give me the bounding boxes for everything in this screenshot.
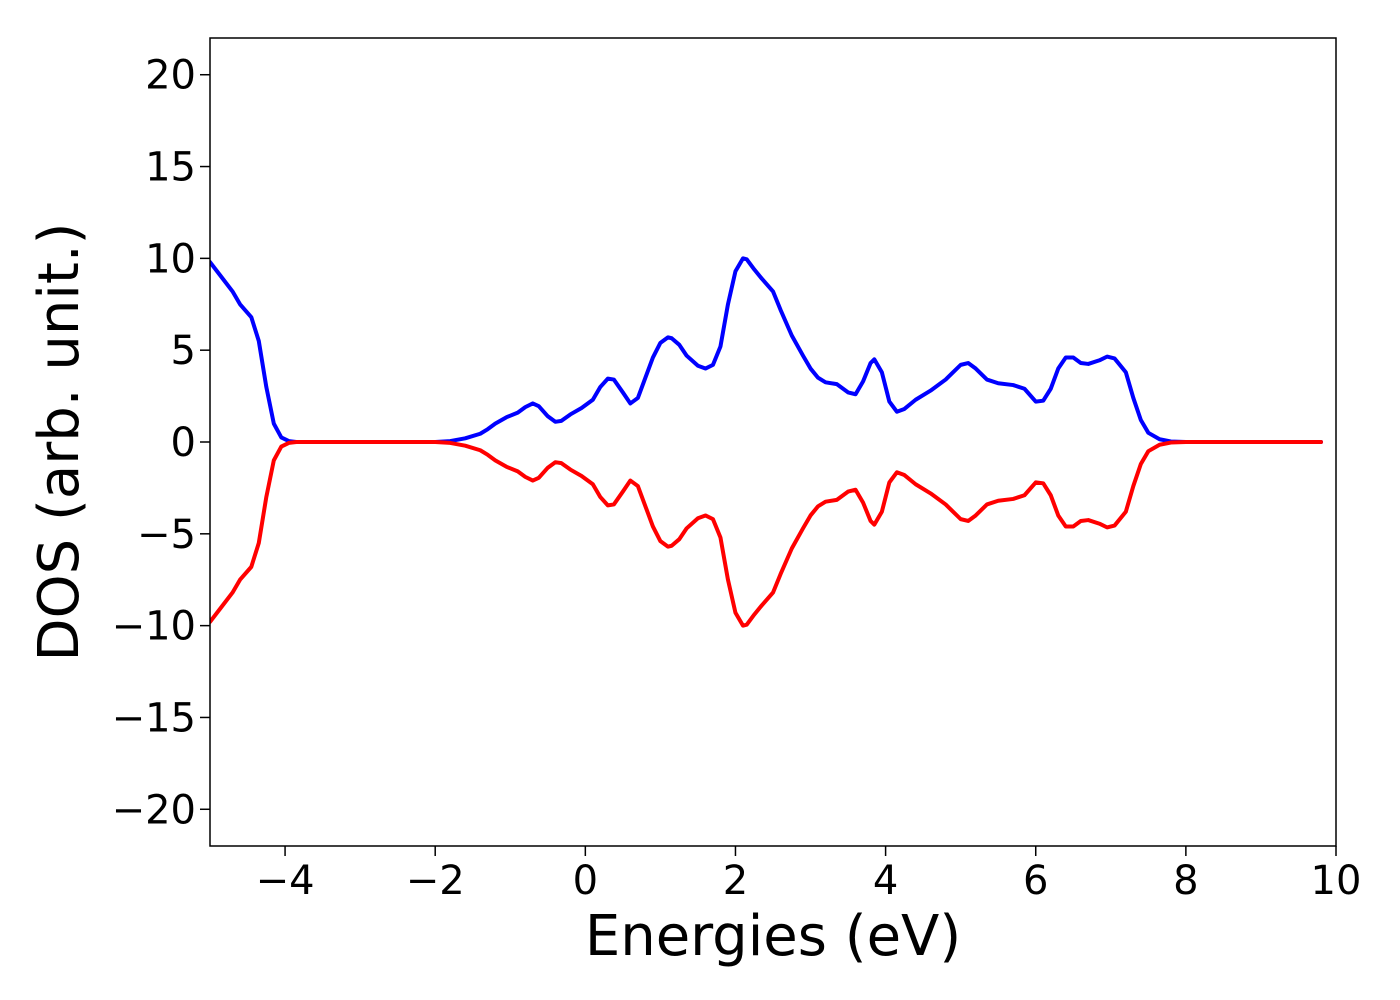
x-tick-label: −2 [406,858,465,904]
x-axis-label: Energies (eV) [585,904,961,969]
y-tick-label: 10 [145,236,196,282]
y-tick-label: −5 [137,512,196,558]
x-tick-label: −4 [256,858,315,904]
series-layer [210,256,1323,628]
x-tick-label: 0 [573,858,598,904]
x-tick-label: 6 [1023,858,1048,904]
y-tick-label: −20 [112,787,196,833]
y-tick-label: 5 [171,328,196,374]
y-tick-label: 0 [171,420,196,466]
series-line-1 [210,256,1323,444]
x-tick-label: 2 [723,858,748,904]
series-line-2 [210,440,1323,628]
y-tick-label: 20 [145,53,196,99]
y-tick-label: 15 [145,145,196,191]
y-tick-label: −10 [112,604,196,650]
y-axis-label: DOS (arb. unit.) [27,222,92,661]
x-tick-label: 8 [1173,858,1198,904]
x-tick-label: 4 [873,858,898,904]
x-tick-label: 10 [1311,858,1362,904]
y-axis: 20 15 10 5 0 −5 −10 −15 −20 [112,53,210,833]
x-axis: −4 −2 0 2 4 6 8 10 [256,846,1362,904]
y-tick-label: −15 [112,695,196,741]
